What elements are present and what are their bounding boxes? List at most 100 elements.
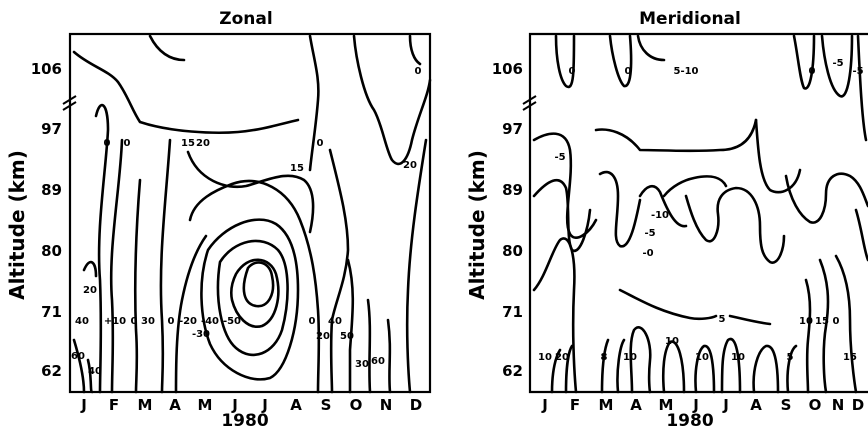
zonal-xtick-label: A [290,396,302,414]
meridional-contour-label: 15 [815,316,829,327]
meridional-ytick-label: 71 [502,303,523,321]
meridional-contour-line [754,118,802,194]
meridional-contour-label: 10 [695,352,709,363]
meridional-contour-label: -5 [852,66,863,77]
meridional-contour-label: 10 [538,352,552,363]
zonal-contour-label: 0 [131,316,138,327]
meridional-panel: Meridional Altitude (km) 1980 106 97 89 … [465,9,868,431]
zonal-contour-line [366,298,372,394]
zonal-contour-line [328,148,350,394]
meridional-ytick-label: 97 [502,120,523,138]
zonal-contour-label: 20 [403,160,417,171]
meridional-contour-line [694,344,716,394]
meridional-contour-label: 10 [731,352,745,363]
zonal-contour-line [148,34,186,62]
meridional-contour-line [792,34,816,90]
zonal-contour-label: -40 [201,316,219,327]
meridional-contour-label: 15 [843,352,857,363]
zonal-contour-label: 60 [71,351,85,362]
zonal-contour-labels: 0 0 15 20 0 0 15 20 20 40 +10 0 30 0 -20… [71,66,421,377]
meridional-contour-line [608,34,633,88]
meridional-contour-line [550,348,562,394]
meridional-contour-line [752,344,780,394]
zonal-xtick-label: S [321,396,332,414]
meridional-contour-label: 0 [833,316,840,327]
meridional-xtick-label: J [692,396,699,414]
meridional-contour-label: 10 [799,316,813,327]
meridional-contour-line [662,175,728,198]
zonal-ytick-label: 71 [41,303,62,321]
meridional-ytick-label: 80 [502,242,523,260]
zonal-xtick-label: J [231,396,238,414]
zonal-contour-label: 0 [104,138,111,149]
meridional-contour-label: -10 [651,210,669,221]
meridional-contour-label: 0 [809,66,816,77]
meridional-contour-label: 20 [555,352,569,363]
meridional-xtick-label: M [599,396,614,414]
meridional-contour-line [618,288,718,321]
zonal-contour-line [133,178,142,394]
zonal-xtick-labels: J F M A M J J A S O N D [80,396,422,414]
meridional-xtick-label: F [570,396,580,414]
zonal-ytick-labels: 106 97 89 80 71 62 [31,60,62,380]
zonal-contour-label: -50 [223,316,241,327]
zonal-panel: Zonal Altitude (km) 1980 106 97 89 80 71… [5,9,432,431]
meridional-contour-label: 10 [665,336,679,347]
zonal-contour-label: 20 [196,138,210,149]
meridional-contour-line [728,314,772,326]
meridional-contour-label: -5 [832,58,843,69]
meridional-contour-line [616,338,626,394]
meridional-xtick-label: M [659,396,674,414]
meridional-contour-line [594,118,758,153]
zonal-xtick-label: J [261,396,268,414]
meridional-xtick-label: S [781,396,792,414]
zonal-contour-line [352,34,432,166]
zonal-xtick-label: M [198,396,213,414]
zonal-xtick-label: N [380,396,393,414]
zonal-contour-line [216,239,289,357]
meridional-contour-line [784,172,868,224]
zonal-contour-label: 0 [168,316,175,327]
zonal-contour-line [186,150,315,234]
meridional-ytick-label: 62 [502,362,523,380]
zonal-contour-line [82,260,98,278]
meridional-contour-line [636,34,666,62]
meridional-contour-line [804,278,812,394]
zonal-contour-label: 15 [181,138,195,149]
zonal-xtick-label: J [80,396,87,414]
meridional-contour-line [554,34,576,89]
meridional-axis-break [522,95,537,111]
meridional-contour-line [856,34,868,142]
zonal-contour-label: 15 [290,163,304,174]
zonal-axis-break [62,95,77,111]
zonal-contour-line [386,318,392,394]
zonal-contour-line [174,234,208,394]
zonal-contour-line [408,34,422,66]
meridional-ytick-label: 89 [502,181,523,199]
meridional-contour-line [684,186,786,264]
zonal-contour-line [242,261,275,308]
zonal-contour-label: 0 [124,138,131,149]
zonal-contour-line [229,258,280,328]
zonal-contour-line [86,358,94,394]
meridional-contour-line [720,337,742,394]
zonal-contours [72,34,432,394]
zonal-xlabel: 1980 [221,411,268,431]
zonal-contour-label: -20 [179,316,197,327]
meridional-plot-frame [528,32,868,394]
meridional-contour-label: 5-10 [673,66,698,77]
zonal-contour-label: 60 [371,356,385,367]
meridional-contour-line [532,178,592,253]
zonal-contour-label: 20 [316,331,330,342]
zonal-contour-label: 0 [415,66,422,77]
meridional-xtick-labels: J F M A M J J A S O N D [541,396,864,414]
zonal-xtick-label: O [350,396,363,414]
meridional-contours [532,34,868,394]
zonal-contour-line [72,338,86,394]
meridional-contour-label: 0 [625,66,632,77]
meridional-ytick-label: 106 [492,60,523,78]
zonal-contour-label: 0 [317,138,324,149]
zonal-contour-label: 40 [75,316,89,327]
zonal-xtick-label: F [109,396,119,414]
